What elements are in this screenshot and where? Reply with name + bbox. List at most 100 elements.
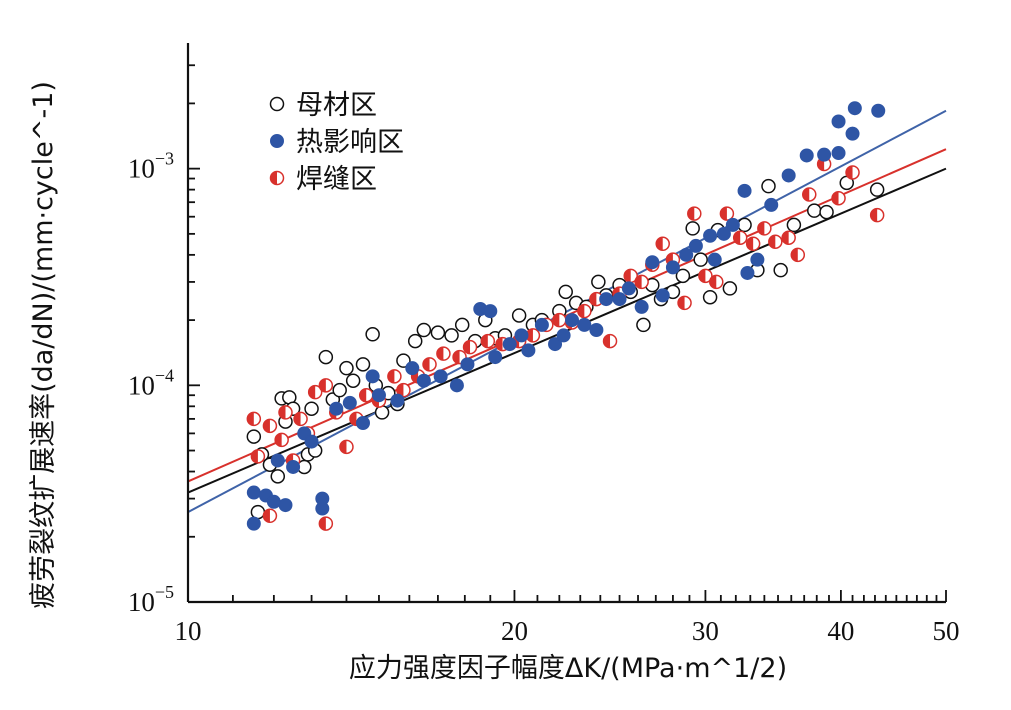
data-point-2 (802, 187, 817, 202)
data-point-0 (511, 308, 527, 323)
data-point-0 (374, 405, 390, 420)
data-point-1 (521, 343, 536, 358)
data-point-2 (719, 206, 735, 221)
data-point-1 (737, 183, 752, 198)
data-point-1 (270, 453, 285, 468)
data-point-1 (371, 388, 386, 403)
x-axis-title: 应力强度因子幅度ΔK/(MPa·m^1/2) (349, 653, 787, 684)
data-point-1 (304, 434, 319, 449)
data-point-0 (807, 203, 822, 218)
data-point-1 (599, 292, 614, 307)
legend-marker-1 (270, 134, 284, 148)
x-tick-label: 20 (501, 616, 528, 646)
data-point-2 (869, 207, 885, 223)
data-point-2 (262, 508, 278, 524)
data-point-1 (621, 281, 636, 296)
data-point-2 (422, 357, 437, 372)
x-tick-label: 30 (692, 616, 719, 646)
data-point-2 (274, 432, 289, 448)
data-point-0 (430, 325, 446, 340)
data-point-2 (436, 346, 451, 361)
data-point-1 (655, 288, 670, 303)
data-point-2 (845, 165, 860, 180)
data-point-2 (655, 236, 670, 252)
data-point-1 (286, 459, 301, 474)
data-point-2 (745, 236, 761, 252)
data-point-2 (318, 516, 334, 531)
data-point-2 (387, 369, 402, 384)
data-point-0 (444, 328, 459, 343)
data-point-1 (433, 369, 448, 384)
data-point-0 (636, 317, 651, 333)
data-point-1 (390, 393, 405, 408)
data-point-1 (488, 350, 503, 365)
data-point-0 (246, 429, 262, 444)
data-point-1 (845, 126, 860, 141)
data-point-2 (698, 268, 713, 284)
data-point-0 (416, 322, 432, 338)
data-point-1 (831, 146, 846, 161)
data-point-0 (786, 217, 802, 233)
data-point-1 (342, 395, 357, 410)
data-point-0 (355, 357, 371, 372)
data-point-0 (869, 182, 885, 197)
data-point-2 (293, 411, 308, 427)
data-point-2 (307, 384, 323, 400)
data-point-2 (677, 295, 692, 311)
y-tick-label: 10−4 (128, 365, 174, 400)
data-point-0 (345, 373, 361, 388)
data-point-0 (250, 504, 266, 520)
data-point-0 (722, 281, 738, 296)
data-point-1 (315, 491, 330, 506)
data-point-2 (768, 234, 783, 249)
data-point-0 (396, 353, 411, 368)
data-point-1 (460, 357, 475, 372)
data-point-2 (687, 206, 702, 221)
data-point-2 (278, 405, 293, 420)
data-point-1 (355, 416, 370, 431)
data-point-2 (602, 333, 618, 349)
tick-marks (187, 64, 947, 603)
data-point-2 (246, 411, 262, 427)
data-point-1 (534, 317, 549, 332)
data-point-1 (634, 299, 649, 314)
data-point-1 (246, 485, 261, 500)
data-point-1 (799, 148, 814, 163)
data-point-0 (773, 262, 788, 278)
y-tick-label: 10−3 (128, 149, 174, 184)
data-point-0 (737, 217, 752, 233)
data-point-2 (634, 274, 649, 290)
data-point-2 (732, 230, 748, 245)
data-point-1 (589, 323, 604, 338)
data-point-0 (454, 317, 470, 333)
data-point-0 (558, 284, 573, 300)
data-point-1 (764, 197, 779, 212)
data-point-2 (709, 274, 724, 290)
data-point-0 (702, 289, 718, 305)
data-point-1 (329, 401, 344, 416)
data-points (246, 101, 886, 531)
data-point-1 (817, 147, 832, 162)
data-point-1 (514, 328, 529, 343)
tick-labels: 10 20 30 40 50 10−5 10−4 10−3 (128, 149, 960, 646)
data-point-2 (480, 333, 496, 349)
data-point-0 (685, 221, 700, 236)
data-point-0 (270, 469, 286, 484)
data-point-0 (693, 252, 708, 267)
data-point-1 (365, 369, 380, 384)
data-point-0 (332, 382, 347, 398)
data-point-0 (761, 178, 776, 194)
legend-label-2: 焊缝区 (296, 164, 377, 195)
data-point-1 (565, 313, 580, 328)
legend-marker-2 (269, 170, 285, 186)
axes (186, 43, 946, 604)
x-tick-label: 40 (827, 616, 854, 646)
x-tick-label: 10 (175, 616, 202, 646)
data-point-1 (577, 317, 592, 332)
data-point-2 (790, 247, 806, 263)
data-point-1 (556, 328, 571, 343)
data-point-0 (819, 204, 834, 220)
data-point-1 (871, 103, 886, 118)
